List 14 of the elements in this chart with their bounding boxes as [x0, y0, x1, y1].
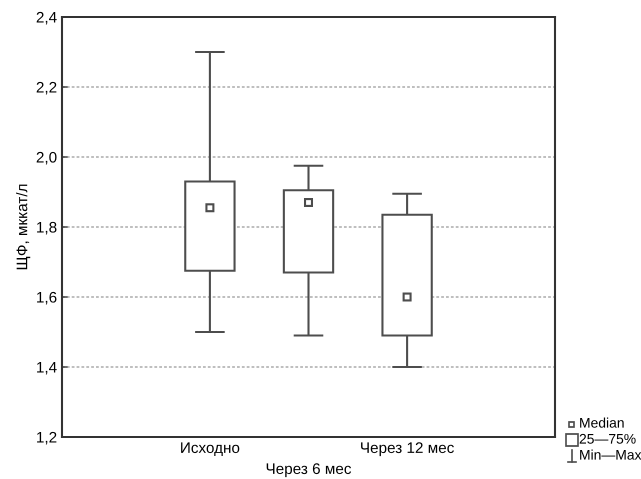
- x-tick-label: Через 6 мес: [266, 463, 352, 478]
- y-tick-label: 1,4: [37, 362, 57, 374]
- y-tick-label: 1,6: [37, 292, 56, 304]
- y-axis-title: ЩФ, мккат/л: [16, 184, 30, 270]
- y-tick-label: 1,8: [37, 222, 56, 234]
- y-tick-label: 2,0: [36, 152, 57, 164]
- x-tick-label: Исходно: [181, 442, 240, 456]
- y-tick-label: 2,2: [36, 82, 56, 94]
- text: 25—75%: [580, 434, 636, 444]
- y-tick-label: 2,4: [36, 12, 57, 24]
- text: Median: [580, 418, 624, 428]
- x-tick-label: Через 12 мес: [361, 442, 454, 456]
- text: Min—Max: [580, 450, 641, 460]
- y-tick-label: 1,2: [37, 432, 56, 444]
